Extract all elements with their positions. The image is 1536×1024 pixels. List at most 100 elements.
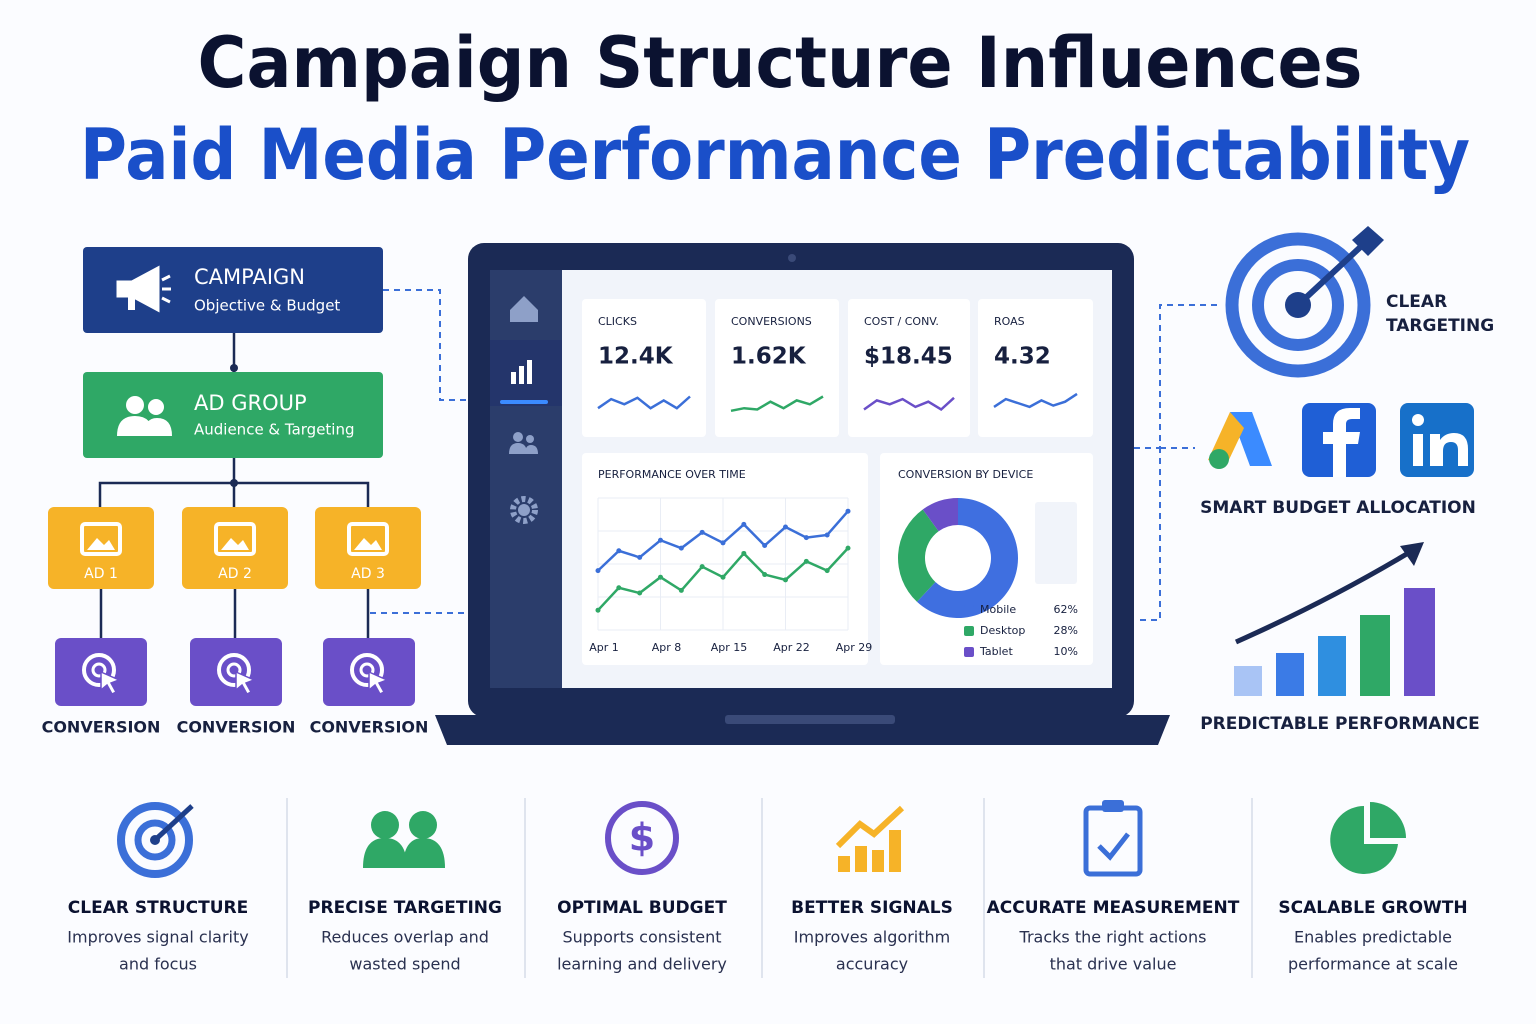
benefit-text: Enables predictable xyxy=(1294,928,1452,947)
benefit-title: PRECISE TARGETING xyxy=(308,898,502,918)
line-point xyxy=(720,574,726,580)
legend-label: Mobile xyxy=(980,603,1016,616)
donut-segment xyxy=(916,498,1018,618)
ad-group-subtitle: Audience & Targeting xyxy=(194,421,355,439)
megaphone-icon xyxy=(116,265,171,313)
line-point xyxy=(678,587,684,593)
campaign-title: CAMPAIGN xyxy=(194,265,305,289)
cursor-icon xyxy=(100,670,121,695)
title-line-1: Campaign Structure Influences xyxy=(198,22,1363,104)
kpi-label: CONVERSIONS xyxy=(731,315,812,328)
benefit-title: CLEAR STRUCTURE xyxy=(68,898,248,918)
hierarchy-connectors xyxy=(98,289,470,638)
kpi-value: $18.45 xyxy=(864,344,953,370)
kpi-label: CLICKS xyxy=(598,315,637,328)
line-point xyxy=(845,545,851,551)
line-point xyxy=(824,568,830,574)
donut-segment xyxy=(922,498,958,532)
ad-label: AD 3 xyxy=(351,566,385,582)
targeting-line-2: TARGETING xyxy=(1386,316,1494,336)
right-connectors xyxy=(1134,304,1222,621)
line-point xyxy=(699,564,705,570)
line-point xyxy=(762,543,768,549)
legend-value: 28% xyxy=(1054,624,1078,637)
click-icon-dot xyxy=(359,662,375,678)
target-icon xyxy=(1225,226,1384,378)
line-point xyxy=(762,572,768,578)
line-point xyxy=(845,508,851,514)
image-icon xyxy=(80,522,122,556)
legend-value: 10% xyxy=(1054,645,1078,658)
benefit-text: Improves algorithm xyxy=(794,928,950,947)
ad-platform-logos xyxy=(1208,403,1474,477)
legend-swatch xyxy=(964,647,974,657)
line-point xyxy=(658,537,663,543)
performance-label: PREDICTABLE PERFORMANCE xyxy=(1200,714,1480,734)
conversion-label: CONVERSION xyxy=(42,718,161,737)
kpi-value: 4.32 xyxy=(994,344,1051,370)
donut-segment xyxy=(898,509,939,602)
legend-swatch xyxy=(964,605,974,615)
legend-label: Desktop xyxy=(980,624,1025,637)
benefit-text: Reduces overlap and xyxy=(321,928,489,947)
benefit-text: and focus xyxy=(119,955,197,974)
line-point xyxy=(637,590,643,596)
line-point xyxy=(595,607,601,613)
legend-value: 62% xyxy=(1054,603,1078,616)
cursor-icon xyxy=(368,670,389,695)
kpi-card xyxy=(582,299,706,437)
kpi-sparkline xyxy=(993,392,1078,409)
benefit-text: wasted spend xyxy=(349,955,460,974)
people-icon xyxy=(117,396,172,436)
ad-label: AD 2 xyxy=(218,566,252,582)
kpi-sparkline xyxy=(863,396,955,412)
click-icon-dot xyxy=(91,662,107,678)
growth-icon xyxy=(1234,542,1435,696)
megaphone-handle xyxy=(128,296,135,310)
kpi-value: 12.4K xyxy=(598,344,674,370)
x-tick-label: Apr 29 xyxy=(836,641,873,654)
legend-label: Tablet xyxy=(979,645,1013,658)
image-icon xyxy=(347,522,389,556)
kpi-sparkline xyxy=(597,395,691,410)
kpi-label: COST / CONV. xyxy=(864,315,939,328)
conversion-label: CONVERSION xyxy=(310,718,429,737)
benefit-title: BETTER SIGNALS xyxy=(791,898,953,918)
svg-text:$: $ xyxy=(629,816,655,860)
click-icon xyxy=(217,653,251,687)
kpi-card xyxy=(848,299,970,437)
kpi-label: ROAS xyxy=(994,315,1025,328)
line-point xyxy=(616,585,622,591)
benefit-text: Tracks the right actions xyxy=(1019,928,1207,947)
line-point xyxy=(720,540,726,546)
image-icon-mountain xyxy=(221,538,249,550)
benefit-title: SCALABLE GROWTH xyxy=(1278,898,1467,918)
kpi-value: 1.62K xyxy=(731,344,807,370)
benefit-icons: $ xyxy=(117,800,1406,878)
benefit-text: that drive value xyxy=(1050,955,1177,974)
cursor-icon xyxy=(235,670,256,695)
benefit-text: accuracy xyxy=(836,955,908,974)
image-icon-mountain xyxy=(354,538,382,550)
budget-label: SMART BUDGET ALLOCATION xyxy=(1200,498,1476,518)
line-point xyxy=(616,548,622,554)
targeting-line-1: CLEAR xyxy=(1386,292,1447,312)
line-point xyxy=(741,550,747,556)
campaign-subtitle: Objective & Budget xyxy=(194,297,340,315)
kpi-sparkline xyxy=(730,395,824,413)
ad-group-title: AD GROUP xyxy=(194,391,307,415)
image-icon-mountain xyxy=(87,538,115,550)
benefit-text: performance at scale xyxy=(1288,955,1458,974)
benefit-title: OPTIMAL BUDGET xyxy=(557,898,727,918)
line-point xyxy=(783,524,788,530)
benefit-text: learning and delivery xyxy=(557,955,727,974)
ad-group-box xyxy=(83,372,383,458)
line-point xyxy=(741,521,747,527)
x-tick-label: Apr 1 xyxy=(589,641,619,654)
device-chart-title: CONVERSION BY DEVICE xyxy=(898,468,1033,481)
line-point xyxy=(678,545,684,551)
line-point xyxy=(595,568,601,574)
line-point xyxy=(699,529,705,535)
